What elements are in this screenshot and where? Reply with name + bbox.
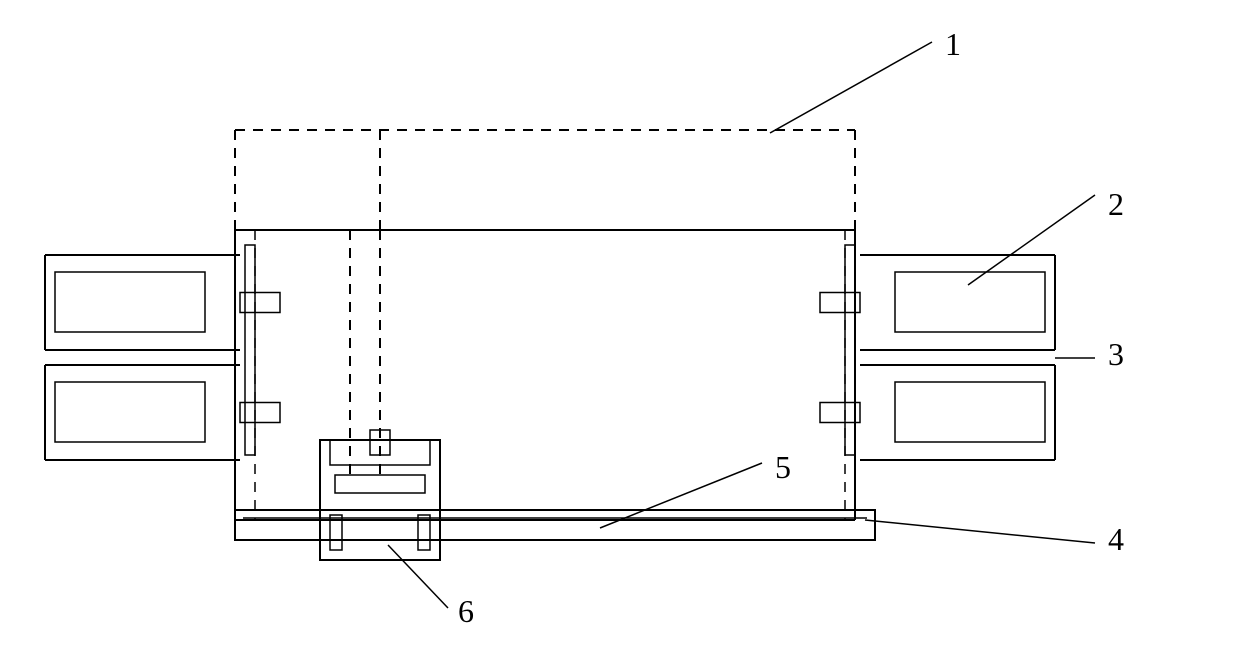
label-5: 5 — [600, 449, 791, 528]
label-1: 1 — [770, 26, 961, 133]
label-6-text: 6 — [458, 593, 474, 629]
label-1-text: 1 — [945, 26, 961, 62]
right-inner-panel — [845, 245, 855, 455]
top-hidden-chamber — [235, 130, 855, 230]
diagram — [45, 130, 1055, 560]
label-4-text: 4 — [1108, 521, 1124, 557]
label-3: 3 — [1055, 336, 1124, 372]
label-5-text: 5 — [775, 449, 791, 485]
label-4: 4 — [865, 520, 1124, 557]
label-2: 2 — [968, 186, 1124, 285]
label-2-text: 2 — [1108, 186, 1124, 222]
label-3-text: 3 — [1108, 336, 1124, 372]
callout-labels: 1 2 3 4 5 6 — [388, 26, 1124, 629]
main-body — [235, 230, 855, 520]
label-6: 6 — [388, 545, 474, 629]
left-inner-panel — [245, 245, 255, 455]
